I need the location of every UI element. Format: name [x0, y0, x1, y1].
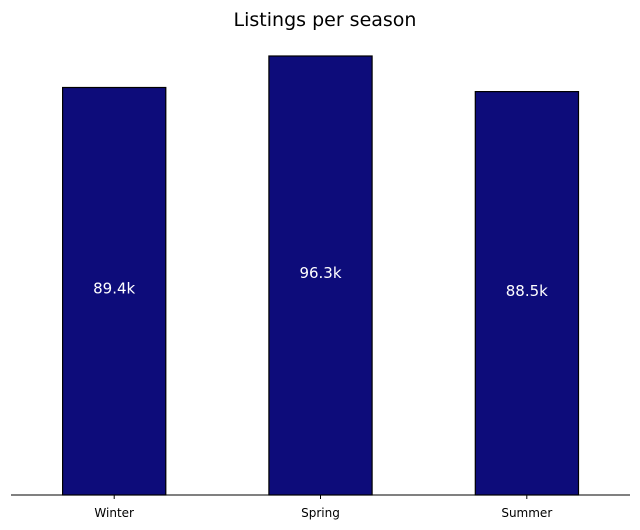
- x-tick-label-winter: Winter: [94, 506, 134, 520]
- x-axis-ticks: Winter Spring Summer: [94, 495, 552, 520]
- x-tick-label-spring: Spring: [301, 506, 340, 520]
- bar-value-label-winter: 89.4k: [93, 280, 135, 298]
- bar-value-label-spring: 96.3k: [299, 264, 341, 282]
- bar-spring: [268, 55, 373, 496]
- bar-value-label-summer: 88.5k: [506, 282, 548, 300]
- bar-winter: [61, 86, 167, 496]
- chart-title: Listings per season: [234, 9, 417, 31]
- bar-summer: [474, 90, 580, 496]
- x-tick-label-summer: Summer: [501, 506, 552, 520]
- bar-labels-group: 89.4k 96.3k 88.5k: [93, 264, 548, 300]
- bars-group: [61, 55, 580, 496]
